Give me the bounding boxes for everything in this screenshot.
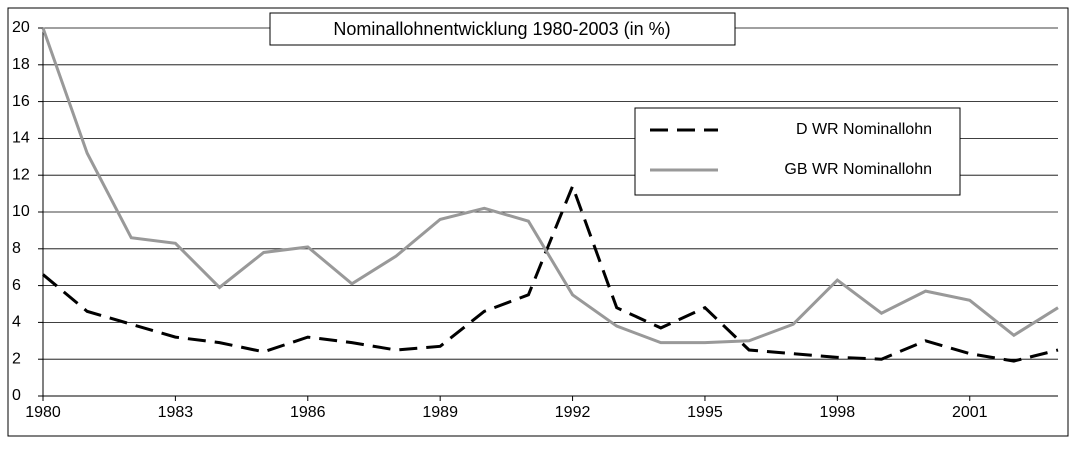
x-tick-label: 1992 xyxy=(555,404,591,421)
series-line xyxy=(42,182,1059,363)
x-tick-label: 1998 xyxy=(820,404,856,421)
x-tick-label: 1989 xyxy=(422,404,458,421)
x-tick-label: 1980 xyxy=(25,404,61,421)
legend-label: D WR Nominallohn xyxy=(796,121,932,138)
y-tick-label: 6 xyxy=(12,277,21,294)
y-tick-label: 16 xyxy=(12,93,30,110)
y-tick-label: 2 xyxy=(12,350,21,367)
y-tick-label: 20 xyxy=(12,19,30,36)
chart-title: Nominallohnentwicklung 1980-2003 (in %) xyxy=(333,19,670,39)
y-tick-label: 8 xyxy=(12,240,21,257)
chart-border xyxy=(7,7,1069,437)
y-tick-label: 0 xyxy=(12,387,21,404)
x-tick-label: 2001 xyxy=(952,404,988,421)
x-tick-label: 1983 xyxy=(158,404,194,421)
title-box xyxy=(269,12,736,46)
x-tick-label: 1995 xyxy=(687,404,723,421)
x-tick-label: 1986 xyxy=(290,404,326,421)
legend-label: GB WR Nominallohn xyxy=(784,161,932,178)
series-line xyxy=(41,27,1059,345)
legend-box xyxy=(634,107,961,196)
y-tick-label: 18 xyxy=(12,56,30,73)
y-tick-label: 10 xyxy=(12,203,30,220)
y-tick-label: 14 xyxy=(12,130,30,147)
y-tick-label: 12 xyxy=(12,166,30,183)
y-tick-label: 4 xyxy=(12,314,21,331)
